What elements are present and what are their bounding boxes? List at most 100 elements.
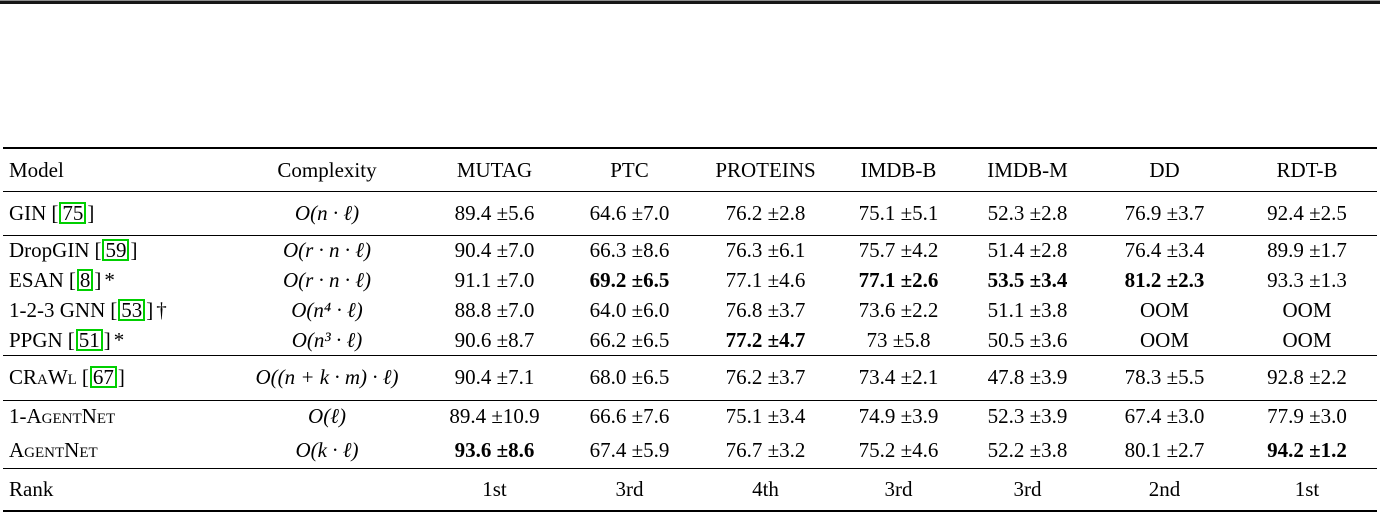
complexity-cell: O(r · n · ℓ): [282, 238, 372, 263]
value-cell-mutag: 88.8 ±7.0: [454, 297, 535, 322]
citation-link[interactable]: 59: [102, 239, 130, 262]
value-cell-rdt-b: 92.8 ±2.2: [1267, 365, 1347, 390]
citation-bracket-close: ]: [87, 200, 95, 225]
model-name: CRaWl: [9, 365, 77, 390]
citation-link[interactable]: 51: [75, 328, 103, 351]
value-cell-proteins: 4th: [752, 477, 779, 502]
value-cell-imdb-b: 75.1 ±5.1: [858, 200, 939, 225]
value-cell-ptc: 66.2 ±6.5: [589, 327, 670, 352]
table-row: 1-2-3 GNN[53] † O(n⁴ · ℓ) 88.8 ±7.0 64.0 ±6.…: [3, 295, 1377, 325]
model-cell: Rank: [3, 468, 227, 511]
column-header-complexity: Complexity: [277, 157, 377, 182]
value-cell-imdb-b: 3rd: [884, 477, 913, 502]
value-cell-ptc: 68.0 ±6.5: [589, 365, 670, 390]
value-cell-imdb-m: 53.5 ±3.4: [987, 267, 1068, 292]
row-group-rank: Rank 1st 3rd 4th 3rd 3rd 2nd 1st: [3, 468, 1377, 511]
value-cell-imdb-m: 51.4 ±2.8: [987, 238, 1068, 263]
value-cell-rdt-b: 92.4 ±2.5: [1267, 200, 1347, 225]
column-header-imdb-b: IMDB-B: [860, 157, 937, 182]
value-cell-dd: 67.4 ±3.0: [1124, 404, 1205, 429]
value-cell-imdb-b: 77.1 ±2.6: [858, 267, 939, 292]
value-cell-rdt-b: 93.3 ±1.3: [1267, 267, 1347, 292]
complexity-cell: O(k · ℓ): [295, 437, 359, 462]
column-header-rdt-b: RDT-B: [1276, 157, 1338, 182]
value-cell-mutag: 89.4 ±10.9: [449, 404, 540, 429]
value-cell-dd: 76.9 ±3.7: [1124, 200, 1205, 225]
value-cell-imdb-b: 73.6 ±2.2: [858, 297, 939, 322]
value-cell-proteins: 77.2 ±4.7: [725, 327, 806, 352]
value-cell-dd: 76.4 ±3.4: [1124, 238, 1205, 263]
value-cell-ptc: 66.6 ±7.6: [589, 404, 670, 429]
complexity-cell: [227, 468, 427, 511]
value-cell-imdb-m: 52.3 ±2.8: [987, 200, 1068, 225]
table-header-row: Model Complexity MUTAG PTC PROTEINS IMDB-B IMD…: [3, 148, 1377, 191]
model-cell: CRaWl[67]: [3, 355, 227, 400]
model-name: Rank: [9, 477, 54, 502]
value-cell-proteins: 76.3 ±6.1: [725, 238, 806, 263]
value-cell-rdt-b: 94.2 ±1.2: [1267, 437, 1347, 462]
value-cell-imdb-m: 3rd: [1013, 477, 1042, 502]
complexity-cell: O(r · n · ℓ): [282, 267, 372, 292]
value-cell-rdt-b: 1st: [1294, 477, 1320, 502]
table-row: AgentNet O(k · ℓ) 93.6 ±8.6 67.4 ±5.9 76.7 ±…: [3, 432, 1377, 468]
citation-link[interactable]: 8: [76, 268, 94, 291]
model-name: DropGIN: [9, 238, 90, 263]
value-cell-ptc: 3rd: [615, 477, 644, 502]
value-cell-dd: 80.1 ±2.7: [1124, 437, 1205, 462]
citation-bracket-open: [: [94, 238, 102, 263]
citation-bracket-close: ]: [103, 327, 111, 352]
column-header-proteins: PROTEINS: [715, 157, 816, 182]
table-row: PPGN[51] * O(n³ · ℓ) 90.6 ±8.7 66.2 ±6.5 77.2…: [3, 325, 1377, 355]
value-cell-rdt-b: 89.9 ±1.7: [1267, 238, 1347, 263]
model-name: AgentNet: [9, 437, 98, 462]
value-cell-mutag: 90.4 ±7.1: [454, 365, 535, 390]
value-cell-proteins: 76.2 ±3.7: [725, 365, 806, 390]
column-header-mutag: MUTAG: [456, 157, 533, 182]
complexity-cell: O(n⁴ · ℓ): [291, 297, 363, 322]
row-group-walk: CRaWl[67] O((n + k · m) · ℓ) 90.4 ±7.1 68.0…: [3, 355, 1377, 400]
row-group-agents: 1-AgentNet O(ℓ) 89.4 ±10.9 66.6 ±7.6 75.1 ±3…: [3, 400, 1377, 468]
value-cell-ptc: 64.0 ±6.0: [589, 297, 670, 322]
column-header-ptc: PTC: [610, 157, 649, 182]
value-cell-mutag: 1st: [482, 477, 507, 502]
value-cell-mutag: 91.1 ±7.0: [454, 267, 535, 292]
table-row: DropGIN[59] O(r · n · ℓ) 90.4 ±7.0 66.3 ±8.…: [3, 235, 1377, 265]
value-cell-proteins: 76.7 ±3.2: [725, 437, 806, 462]
citation-link[interactable]: 67: [89, 366, 117, 389]
citation-bracket-close: ]: [130, 238, 138, 263]
complexity-cell: O((n + k · m) · ℓ): [255, 365, 399, 390]
value-cell-mutag: 90.6 ±8.7: [454, 327, 535, 352]
value-cell-ptc: 66.3 ±8.6: [589, 238, 670, 263]
complexity-cell: O(n³ · ℓ): [291, 327, 363, 352]
model-cell: 1-AgentNet: [3, 400, 227, 432]
value-cell-mutag: 93.6 ±8.6: [454, 437, 535, 462]
row-group-expressive: DropGIN[59] O(r · n · ℓ) 90.4 ±7.0 66.3 ±8.…: [3, 235, 1377, 355]
value-cell-mutag: 89.4 ±5.6: [454, 200, 535, 225]
citation-link[interactable]: 75: [59, 201, 87, 224]
row-group-baseline: GIN[75] O(n · ℓ) 89.4 ±5.6 64.6 ±7.0 76.2 ±2…: [3, 191, 1377, 235]
model-suffix-mark: *: [113, 327, 125, 352]
citation-bracket-open: [: [67, 327, 75, 352]
model-name: PPGN: [9, 327, 63, 352]
complexity-cell: O(ℓ): [308, 404, 346, 429]
model-name: 1-AgentNet: [9, 404, 116, 429]
citation-link[interactable]: 53: [118, 298, 146, 321]
value-cell-rdt-b: OOM: [1282, 297, 1332, 322]
table-row: CRaWl[67] O((n + k · m) · ℓ) 90.4 ±7.1 68.0…: [3, 355, 1377, 400]
model-cell: ESAN[8] *: [3, 265, 227, 295]
citation-bracket-open: [: [51, 200, 59, 225]
model-name: 1-2-3 GNN: [9, 297, 106, 322]
table-row: GIN[75] O(n · ℓ) 89.4 ±5.6 64.6 ±7.0 76.2 ±2…: [3, 191, 1377, 235]
value-cell-imdb-b: 74.9 ±3.9: [858, 404, 939, 429]
model-cell: PPGN[51] *: [3, 325, 227, 355]
value-cell-imdb-b: 75.7 ±4.2: [858, 238, 939, 263]
value-cell-imdb-b: 73 ±5.8: [866, 327, 931, 352]
complexity-cell: O(n · ℓ): [294, 200, 360, 225]
value-cell-imdb-m: 52.3 ±3.9: [987, 404, 1068, 429]
citation-bracket-close: ]: [146, 297, 154, 322]
value-cell-imdb-m: 50.5 ±3.6: [987, 327, 1068, 352]
citation-bracket-open: [: [81, 365, 89, 390]
value-cell-imdb-m: 51.1 ±3.8: [987, 297, 1068, 322]
citation-bracket-open: [: [110, 297, 118, 322]
value-cell-imdb-m: 47.8 ±3.9: [987, 365, 1068, 390]
